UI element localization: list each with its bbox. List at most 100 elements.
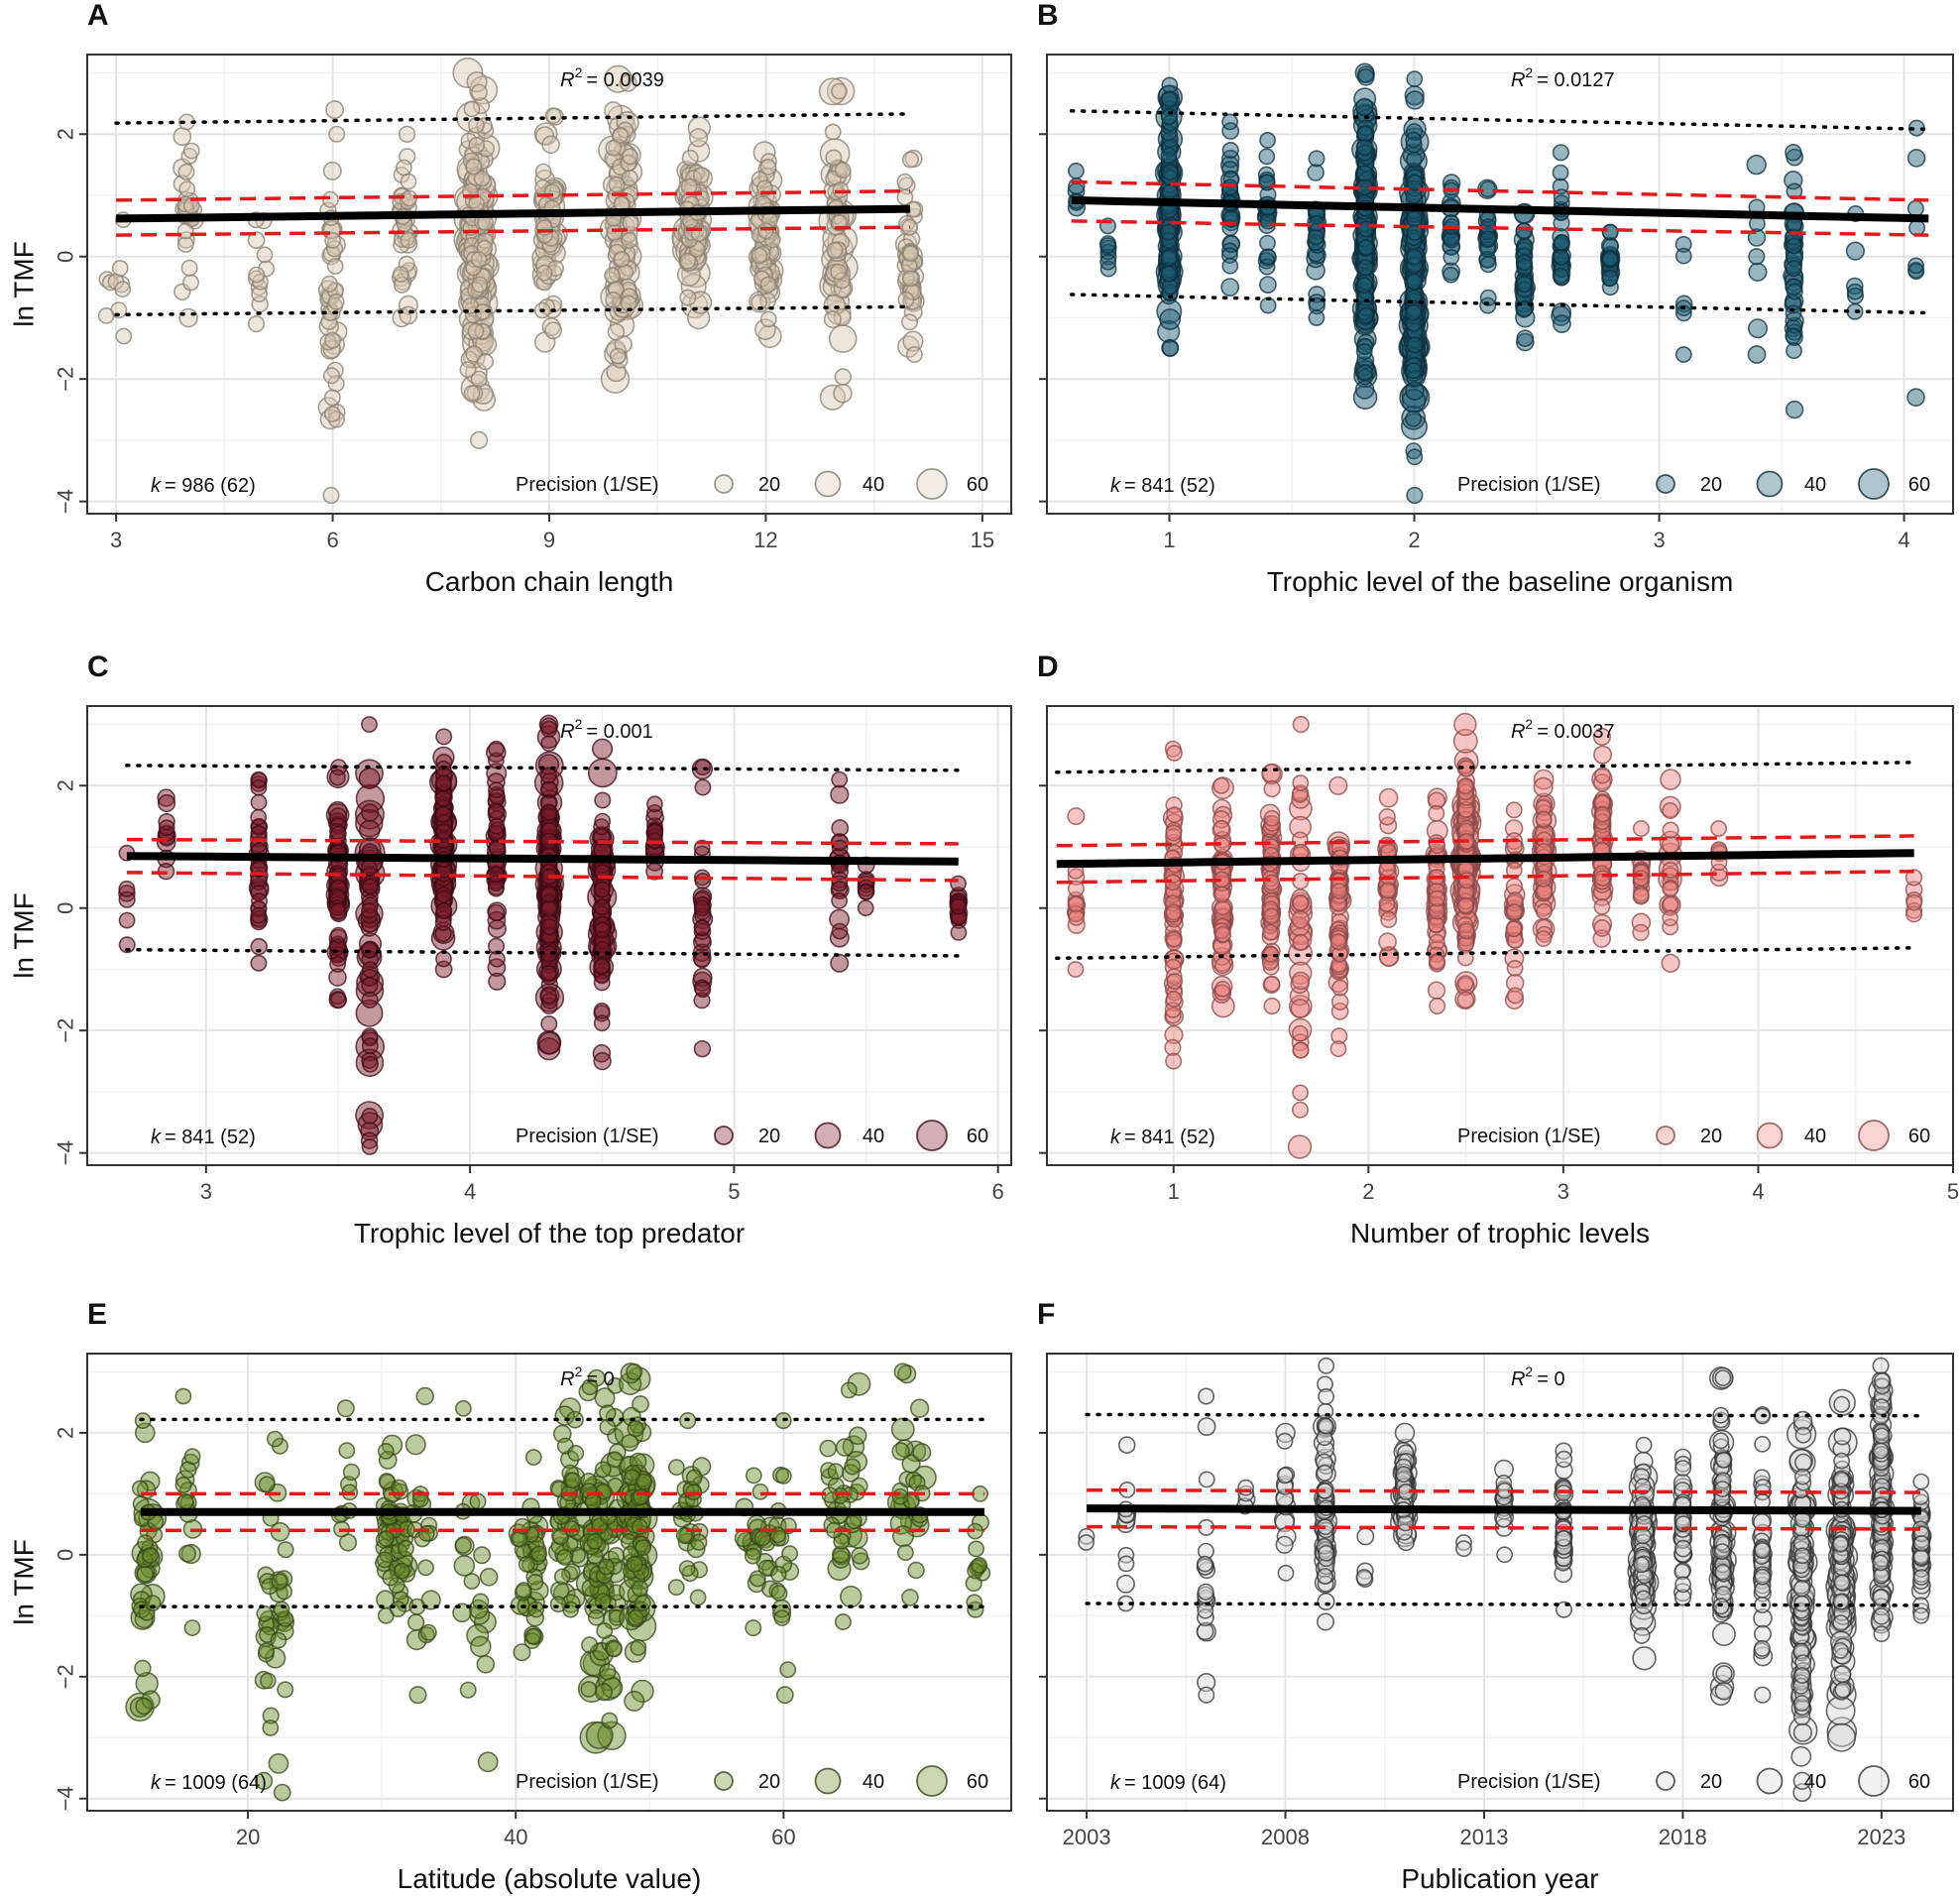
data-point [1662, 881, 1679, 897]
data-point [178, 180, 196, 197]
data-point [588, 1608, 605, 1626]
data-point [467, 322, 485, 340]
y-tick-label: 2 [54, 1427, 78, 1439]
data-point [1456, 975, 1474, 992]
data-point [1793, 1667, 1811, 1684]
confidence-interval-upper [116, 188, 911, 202]
data-point [619, 73, 637, 92]
data-point [972, 1485, 988, 1502]
data-point [1287, 1134, 1313, 1159]
data-point [1872, 1357, 1890, 1374]
data-point [1165, 824, 1183, 842]
data-point [1785, 260, 1802, 278]
data-point [1555, 1530, 1572, 1547]
data-point [539, 767, 557, 784]
data-point [338, 1442, 356, 1460]
data-point [1292, 933, 1310, 951]
legend-size-label: 40 [863, 1126, 884, 1147]
data-point [1380, 910, 1398, 929]
data-point [118, 911, 136, 929]
data-point [1198, 1686, 1215, 1704]
data-point [435, 728, 453, 746]
data-point [1506, 959, 1524, 977]
data-point [770, 1585, 788, 1602]
data-point [1505, 920, 1523, 938]
data-point [834, 162, 852, 178]
prediction-interval-lower [114, 304, 912, 317]
data-point [376, 1551, 394, 1569]
y-tick-label: −2 [54, 1018, 78, 1043]
data-point [1220, 278, 1240, 297]
data-point [322, 486, 340, 505]
data-point [183, 1619, 201, 1636]
data-point [1906, 149, 1926, 168]
data-point [857, 899, 874, 917]
data-point [1593, 745, 1613, 765]
data-point [1429, 890, 1445, 907]
data-point [1317, 1402, 1334, 1420]
data-point [646, 795, 663, 813]
data-point [1825, 1696, 1856, 1726]
data-point [277, 1681, 294, 1699]
legend-size-label: 40 [863, 474, 884, 496]
data-point [1307, 234, 1325, 251]
data-point [1356, 337, 1374, 355]
data-point [968, 1540, 984, 1558]
data-point [1456, 777, 1474, 795]
data-point [454, 1536, 472, 1554]
data-point [594, 921, 611, 939]
data-point [158, 819, 175, 837]
data-point [468, 136, 486, 154]
data-point [472, 96, 491, 115]
data-point [323, 331, 341, 349]
data-point [182, 142, 200, 160]
data-point [323, 406, 341, 422]
data-point [621, 231, 638, 249]
data-point [1067, 807, 1086, 826]
data-point [463, 384, 481, 402]
data-point [459, 1681, 477, 1699]
data-point [830, 784, 850, 804]
data-point [1214, 957, 1231, 975]
data-point [689, 1589, 707, 1606]
data-point [465, 251, 483, 268]
data-point [1263, 907, 1280, 925]
data-point [626, 1363, 643, 1380]
data-point [1197, 1583, 1214, 1601]
data-point [1263, 997, 1281, 1015]
legend-size-label: 40 [1804, 1126, 1826, 1147]
data-point [1405, 90, 1425, 110]
data-point [329, 991, 347, 1009]
data-point [1429, 997, 1446, 1014]
data-point [479, 1568, 499, 1587]
data-point [183, 1448, 201, 1466]
data-point [1405, 131, 1423, 149]
data-point [1160, 249, 1178, 267]
legend-size-key [1858, 468, 1890, 500]
data-point [541, 135, 560, 155]
x-tick-label: 4 [464, 1179, 476, 1204]
data-point [909, 1398, 930, 1418]
legend-size-key [1656, 1771, 1675, 1791]
data-point [617, 264, 634, 281]
data-point [173, 127, 192, 147]
data-point [1906, 388, 1925, 408]
data-point [1165, 991, 1183, 1008]
data-point [1403, 117, 1427, 142]
data-point [1078, 1534, 1095, 1551]
data-point [1331, 979, 1349, 997]
data-point [1161, 164, 1179, 180]
data-point [694, 778, 712, 796]
data-point [1505, 801, 1523, 819]
data-point [607, 322, 626, 341]
data-point [1660, 769, 1681, 790]
plot-area [1047, 706, 1953, 1165]
data-point [1291, 910, 1311, 929]
data-point [819, 384, 847, 411]
data-point [1099, 237, 1116, 254]
data-point [540, 965, 557, 983]
x-tick-label: 2023 [1857, 1825, 1905, 1849]
data-point [1832, 1614, 1850, 1632]
data-point [827, 1463, 845, 1481]
